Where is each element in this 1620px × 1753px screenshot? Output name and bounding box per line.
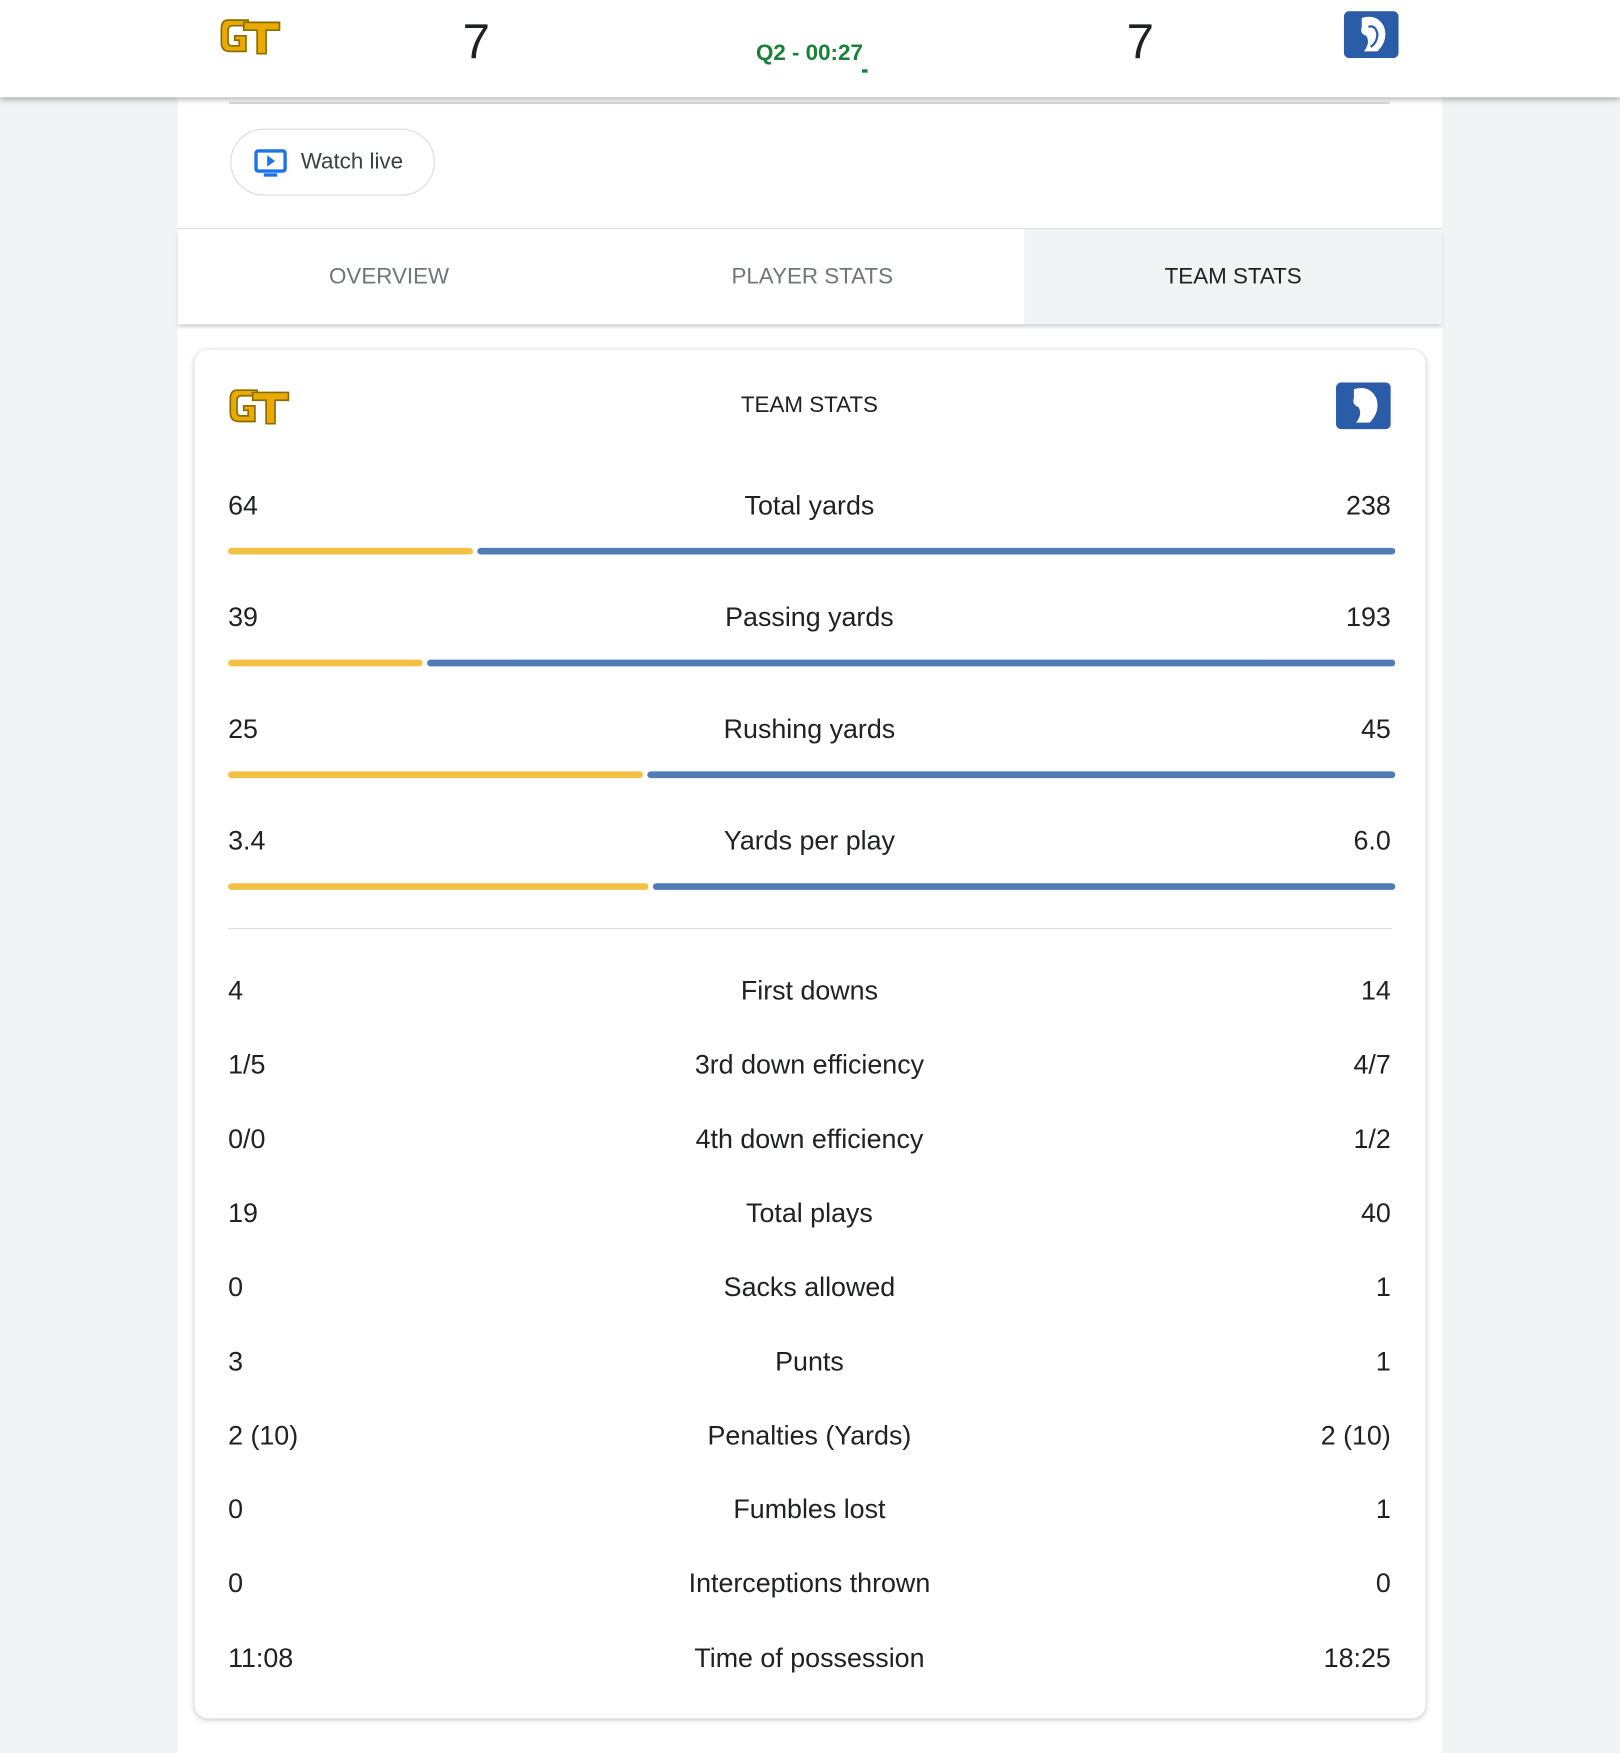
home-value: 39 bbox=[228, 602, 258, 633]
home-value: 3.4 bbox=[228, 826, 266, 857]
away-logo bbox=[1343, 11, 1399, 59]
home-value: 0 bbox=[228, 1494, 244, 1526]
tab-bar: OVERVIEW PLAYER STATS TEAM STATS bbox=[177, 229, 1443, 325]
tab-label: OVERVIEW bbox=[329, 264, 450, 290]
away-value: 4/7 bbox=[1353, 1050, 1391, 1081]
stat-label: Time of possession bbox=[694, 1643, 925, 1674]
watch-live-label: Watch live bbox=[300, 149, 404, 174]
home-value: 0 bbox=[228, 1568, 244, 1600]
home-bar bbox=[228, 771, 643, 779]
stat-label: Total yards bbox=[744, 490, 875, 521]
home-score: 7 bbox=[462, 14, 490, 70]
away-value: 40 bbox=[1360, 1198, 1391, 1229]
away-logo bbox=[1336, 382, 1391, 430]
stat-label: First downs bbox=[740, 976, 879, 1007]
team-stats-card: TEAM STATS 64 Total yards 238 39 Passing yar… bbox=[194, 349, 1426, 1719]
tab[interactable]: OVERVIEW bbox=[177, 229, 601, 325]
away-value: 18:25 bbox=[1323, 1643, 1391, 1674]
home-bar bbox=[228, 883, 649, 890]
live-dot bbox=[861, 69, 868, 73]
home-value: 25 bbox=[228, 714, 258, 745]
home-bar bbox=[228, 659, 423, 667]
card-title: TEAM STATS bbox=[740, 392, 878, 418]
home-logo bbox=[229, 389, 290, 425]
tab-label: PLAYER STATS bbox=[731, 264, 893, 290]
stat-label: Passing yards bbox=[725, 602, 894, 633]
tab[interactable]: PLAYER STATS bbox=[600, 229, 1025, 325]
home-value: 19 bbox=[228, 1198, 258, 1229]
home-value: 11:08 bbox=[228, 1643, 294, 1674]
stat-label: Punts bbox=[775, 1346, 844, 1377]
away-value: 1 bbox=[1375, 1494, 1391, 1526]
home-value: 0 bbox=[228, 1272, 244, 1303]
tab[interactable]: TEAM STATS bbox=[1024, 229, 1443, 325]
divider bbox=[229, 101, 1390, 104]
home-logo bbox=[220, 19, 281, 55]
away-value: 1/2 bbox=[1353, 1124, 1391, 1155]
stat-label: Sacks allowed bbox=[723, 1272, 896, 1303]
stat-label: Yards per play bbox=[723, 826, 895, 857]
home-value: 3 bbox=[228, 1346, 244, 1377]
stat-label: 4th down efficiency bbox=[695, 1124, 924, 1155]
away-value: 193 bbox=[1346, 602, 1391, 633]
tv-icon bbox=[254, 149, 287, 177]
home-value: 0/0 bbox=[228, 1124, 266, 1155]
away-score: 7 bbox=[1126, 14, 1155, 70]
divider bbox=[228, 927, 1392, 930]
home-value: 64 bbox=[228, 490, 258, 521]
away-value: 1 bbox=[1375, 1272, 1391, 1303]
away-value: 6.0 bbox=[1353, 826, 1391, 857]
stat-label: Penalties (Yards) bbox=[707, 1420, 912, 1451]
away-bar bbox=[652, 883, 1396, 890]
away-value: 45 bbox=[1360, 714, 1391, 745]
away-bar bbox=[477, 547, 1396, 555]
away-value: 2 (10) bbox=[1320, 1420, 1391, 1451]
away-bar bbox=[647, 771, 1396, 779]
away-bar bbox=[426, 659, 1396, 667]
home-bar bbox=[228, 547, 474, 555]
stat-label: 3rd down efficiency bbox=[694, 1050, 925, 1081]
score-header: 7 Q2 - 00:27 7 bbox=[0, 0, 1620, 98]
away-value: 0 bbox=[1375, 1568, 1391, 1600]
stat-label: Interceptions thrown bbox=[688, 1568, 931, 1600]
home-value: 4 bbox=[228, 976, 244, 1007]
stat-label: Fumbles lost bbox=[733, 1494, 886, 1526]
stat-label: Total plays bbox=[746, 1198, 873, 1229]
home-value: 1/5 bbox=[228, 1050, 266, 1081]
away-value: 1 bbox=[1375, 1346, 1391, 1377]
stat-label: Rushing yards bbox=[723, 714, 896, 745]
away-value: 238 bbox=[1346, 490, 1391, 521]
watch-live-button[interactable]: Watch live bbox=[230, 128, 435, 196]
away-value: 14 bbox=[1360, 976, 1391, 1007]
tab-label: TEAM STATS bbox=[1164, 264, 1302, 290]
home-value: 2 (10) bbox=[228, 1420, 299, 1451]
divider bbox=[177, 228, 1443, 230]
game-clock: Q2 - 00:27 bbox=[755, 40, 863, 66]
